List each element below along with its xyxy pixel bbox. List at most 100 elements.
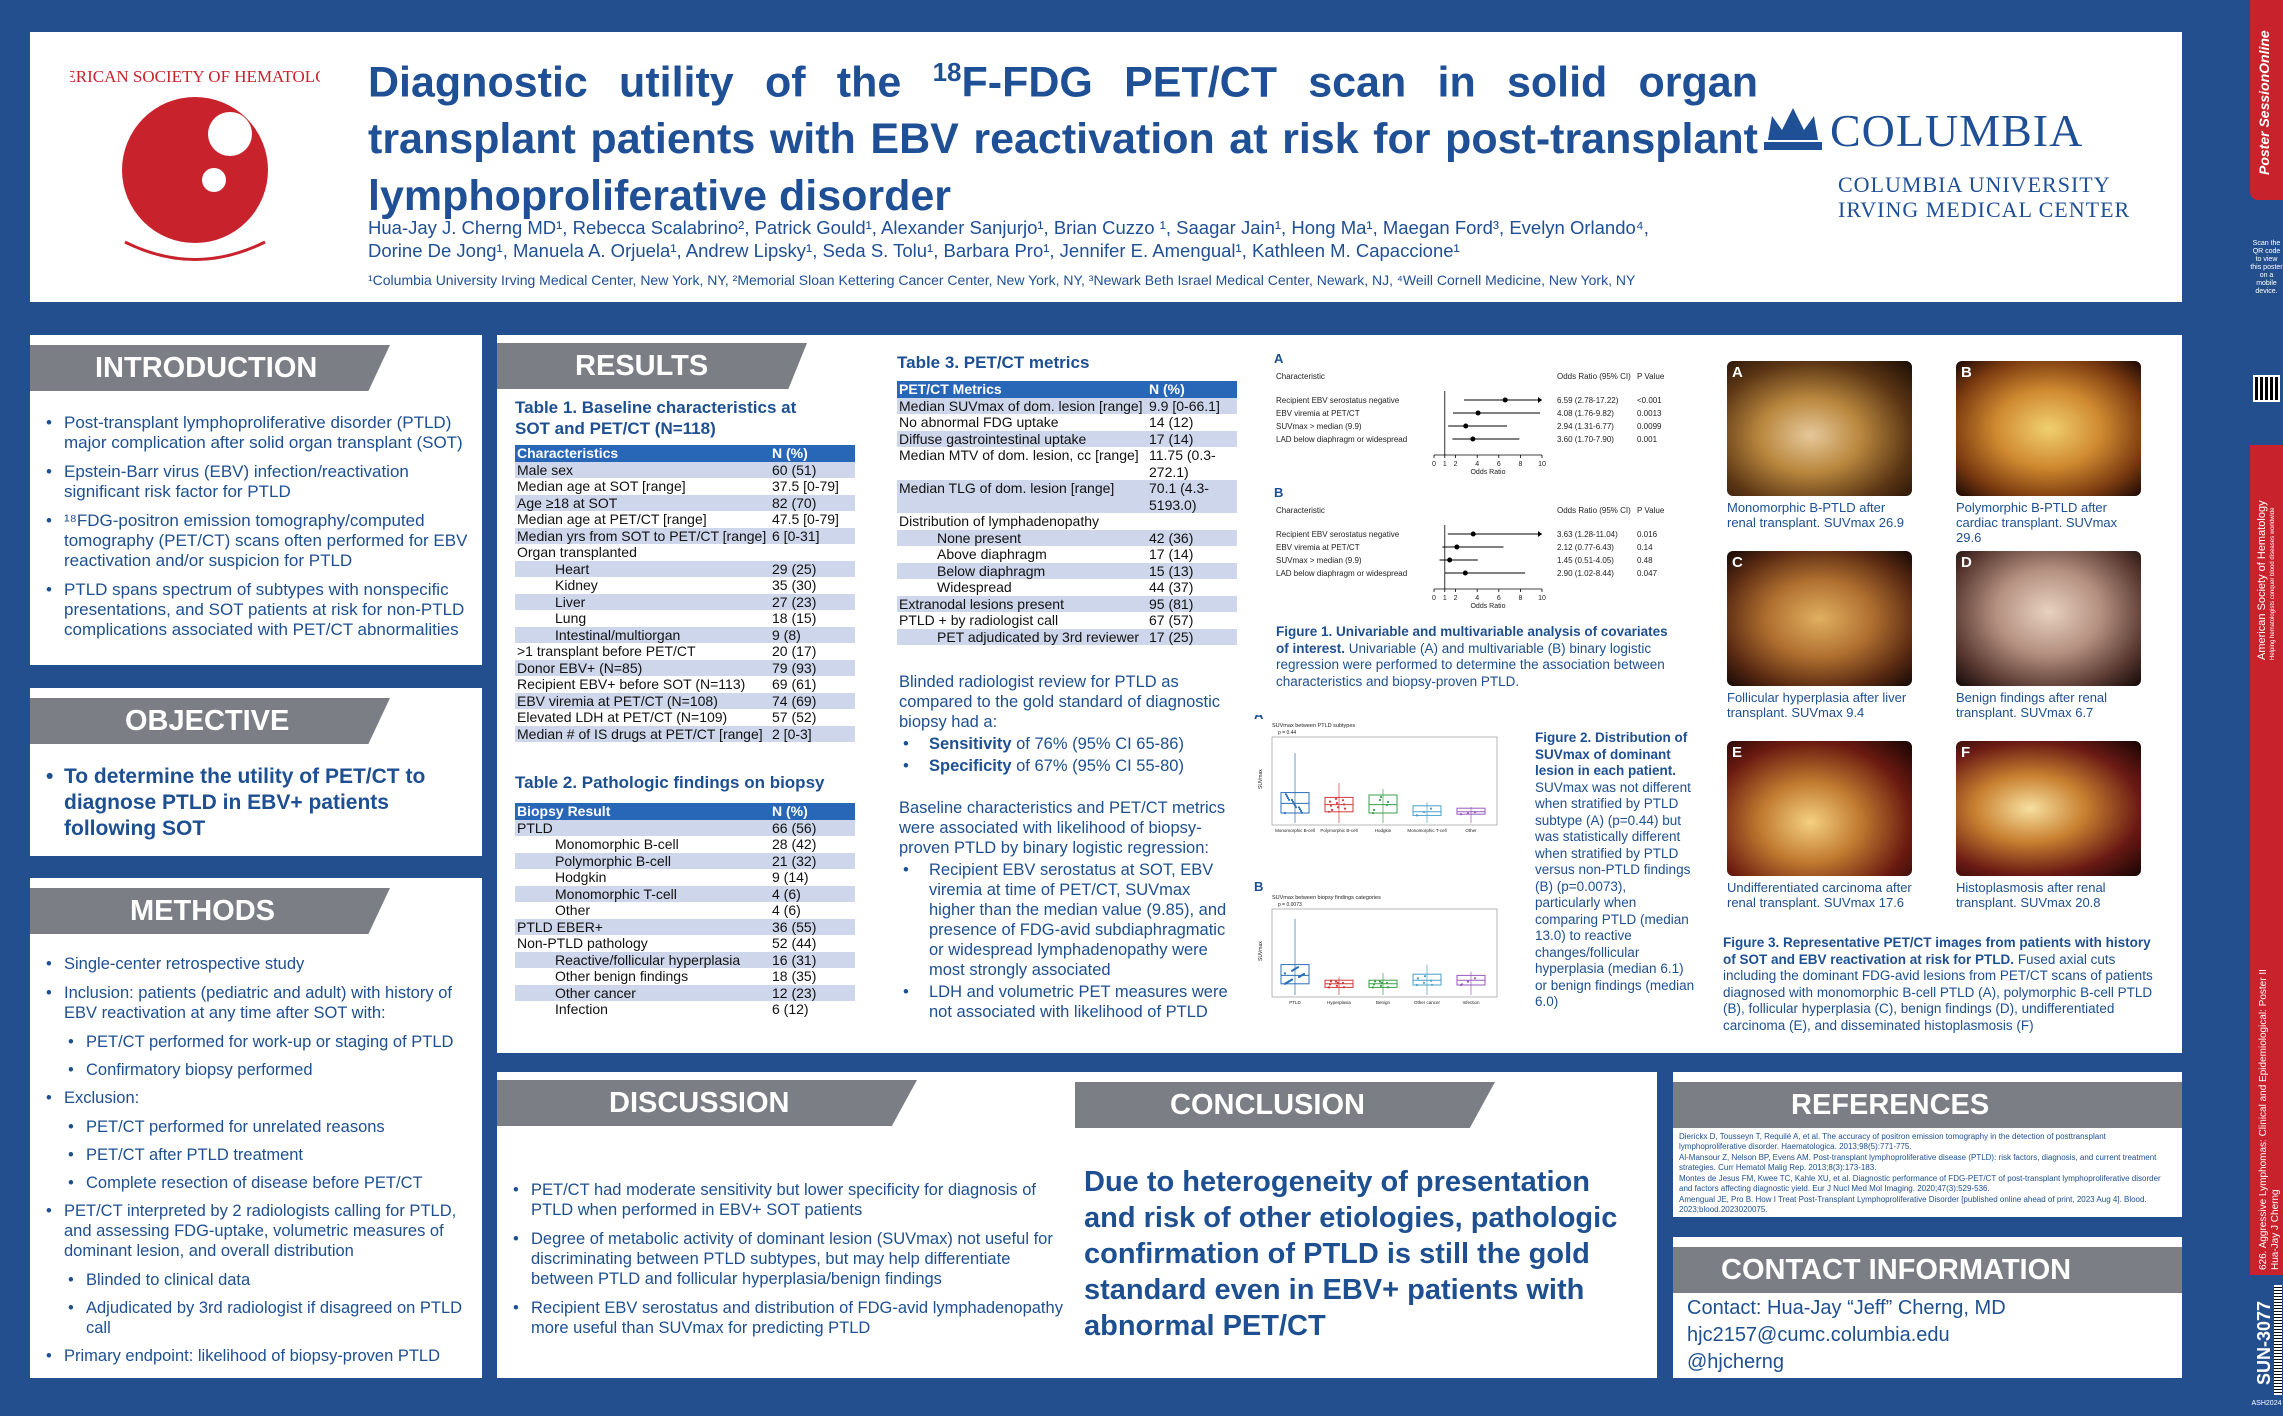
category-label: Hyperplasia — [1327, 1000, 1351, 1005]
x-tick-label: 2 — [1454, 461, 1458, 468]
category-label: Other — [1465, 828, 1477, 833]
author-list: Hua-Jay J. Cherng MD¹, Rebecca Scalabrin… — [368, 216, 1768, 262]
data-point — [1341, 799, 1345, 802]
image-caption: Monomorphic B-PTLD after renal transplan… — [1727, 500, 1905, 530]
table-row: Median age at SOT [range] 37.5 [0-79] — [515, 478, 855, 495]
table-cell: 57 (52) — [770, 709, 855, 726]
reference-list: Dierickx D, Tousseyn T, Requilé A, et al… — [1679, 1132, 2174, 1214]
table-cell: 44 (37) — [1147, 579, 1237, 596]
table-row: Age ≥18 at SOT 82 (70) — [515, 494, 855, 511]
data-point — [1429, 979, 1433, 982]
list-item: Blinded to clinical data — [42, 1270, 472, 1290]
panel-label: B — [1274, 485, 1283, 500]
table-cell: 2 [0-3] — [770, 725, 855, 742]
table-cell: Reactive/follicular hyperplasia — [515, 951, 770, 968]
table-row: None present 42 (36) — [897, 529, 1237, 546]
list-item: Epstein-Barr virus (EBV) infection/react… — [42, 462, 472, 502]
table-row: Elevated LDH at PET/CT (N=109) 57 (52) — [515, 709, 855, 726]
list-item: Post-transplant lymphoproliferative diso… — [42, 413, 472, 453]
table-cell: 82 (70) — [770, 494, 855, 511]
table-cell: Distribution of lymphadenopathy — [897, 513, 1147, 530]
data-point — [1335, 984, 1339, 987]
table-header-cell: Characteristics — [515, 445, 770, 462]
list-item: PET/CT had moderate sensitivity but lowe… — [509, 1180, 1069, 1220]
row-label: LAD below diaphragm or widespread — [1276, 435, 1407, 444]
data-point — [1341, 981, 1345, 985]
table-cell: Other benign findings — [515, 968, 770, 985]
table-row: Median age at PET/CT [range] 47.5 [0-79] — [515, 511, 855, 528]
table-row: Organ transplanted — [515, 544, 855, 561]
odds-ratio-point — [1463, 423, 1469, 429]
reference-item: Montes de Jesus FM, Kwee TC, Kahle XU, e… — [1679, 1174, 2161, 1193]
list-item: PET/CT interpreted by 2 radiologists cal… — [42, 1201, 472, 1261]
table-cell: 12 (23) — [770, 984, 855, 1001]
table-cell: Non-PTLD pathology — [515, 935, 770, 952]
table-row: No abnormal FDG uptake 14 (12) — [897, 414, 1237, 431]
row-label: Recipient EBV serostatus negative — [1276, 396, 1400, 405]
table-row: PET adjudicated by 3rd reviewer 17 (25) — [897, 628, 1237, 645]
table-row: Liver 27 (23) — [515, 593, 855, 610]
qr-code[interactable] — [2253, 375, 2280, 402]
odds-ratio-point — [1447, 557, 1453, 563]
data-point — [1300, 811, 1304, 814]
x-axis-label: Odds Ratio — [1470, 603, 1505, 610]
odds-ratio-point — [1470, 436, 1476, 442]
table-row: Reactive/follicular hyperplasia 16 (31) — [515, 951, 855, 968]
list-item: Single-center retrospective study — [42, 954, 472, 974]
p-value: <0.001 — [1637, 396, 1662, 405]
table-row: Polymorphic B-cell 21 (32) — [515, 852, 855, 869]
table-cell: 4 (6) — [770, 902, 855, 919]
data-point — [1286, 796, 1290, 800]
table-cell: 79 (93) — [770, 659, 855, 676]
image-caption: Histoplasmosis after renal transplant. S… — [1956, 880, 2106, 910]
ash-logo: AMERICAN SOCIETY OF HEMATOLOGY — [70, 67, 320, 261]
data-point — [1336, 806, 1340, 809]
row-label: LAD below diaphragm or widespread — [1276, 569, 1407, 578]
table-cell: Median # of IS drugs at PET/CT [range] — [515, 725, 770, 742]
contact-email[interactable]: hjc2157@cumc.columbia.edu — [1687, 1324, 1950, 1346]
data-point — [1422, 810, 1426, 814]
poster-sidebar: Poster SessionOnline Scan the QR code to… — [2250, 0, 2283, 1416]
table3: PET/CT Metrics N (%) Median SUVmax of dom.… — [897, 381, 1237, 645]
data-point — [1415, 814, 1419, 817]
data-point — [1299, 809, 1303, 813]
image-caption: Polymorphic B-PTLD after cardiac transpl… — [1956, 500, 2118, 545]
box — [1412, 973, 1442, 986]
data-point — [1423, 975, 1427, 978]
figure2-caption: Figure 2. Distribution of SUVmax of domi… — [1535, 730, 1695, 1009]
data-point — [1415, 983, 1419, 987]
table-row: Median SUVmax of dom. lesion [range] 9.9 … — [897, 397, 1237, 414]
contact-handle[interactable]: @hjcherng — [1687, 1351, 1785, 1373]
assoc-intro: Baseline characteristics and PET/CT metr… — [899, 799, 1226, 857]
table-row: Above diaphragm 17 (14) — [897, 546, 1237, 563]
plot-title: SUVmax between PTLD subtypes — [1272, 723, 1355, 729]
brand-tab — [2250, 0, 2283, 200]
column-header: P Value — [1637, 372, 1665, 381]
table-row: Median MTV of dom. lesion, cc [range] 11.… — [897, 447, 1237, 480]
table-row: Kidney 35 (30) — [515, 577, 855, 594]
table-cell: No abnormal FDG uptake — [897, 414, 1147, 431]
data-point — [1371, 811, 1375, 815]
brand-label: Poster SessionOnline — [2256, 30, 2272, 175]
data-point — [1302, 972, 1306, 976]
data-point — [1386, 800, 1390, 804]
list-item: Recipient EBV serostatus and distributio… — [509, 1298, 1069, 1338]
p-value: 0.016 — [1637, 530, 1658, 539]
p-value: p = 0.0073 — [1278, 902, 1302, 908]
table-cell: Diffuse gastrointestinal uptake — [897, 430, 1147, 447]
p-value: 0.14 — [1637, 543, 1653, 552]
list-item: PET/CT performed for work-up or staging … — [42, 1032, 472, 1052]
data-point — [1327, 986, 1331, 989]
data-point — [1385, 803, 1389, 807]
list-item: Recipient EBV serostatus at SOT, EBV vir… — [899, 860, 1239, 980]
data-point — [1328, 983, 1332, 986]
p-value: 0.0099 — [1637, 422, 1662, 431]
table-cell: Median age at PET/CT [range] — [515, 511, 770, 528]
table-cell: PTLD + by radiologist call — [897, 612, 1147, 629]
data-point — [1296, 966, 1300, 969]
table-cell — [1147, 513, 1237, 530]
data-point — [1379, 795, 1383, 799]
column-header: Odds Ratio (95% CI) — [1557, 506, 1631, 515]
table-row: EBV viremia at PET/CT (N=108) 74 (69) — [515, 692, 855, 709]
data-point — [1334, 980, 1338, 983]
